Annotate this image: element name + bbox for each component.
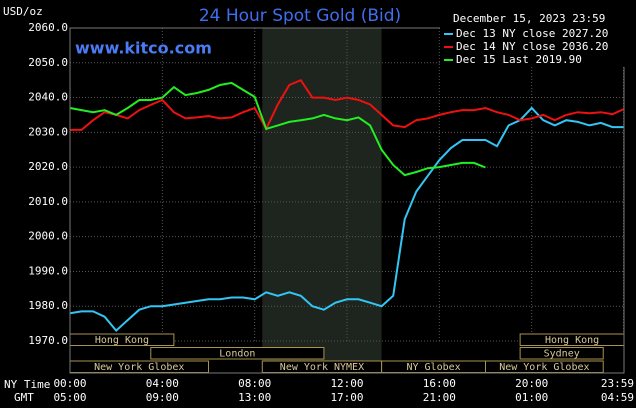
- x-tick-label: 12:00: [330, 377, 363, 390]
- x-tick-label: 20:00: [515, 377, 548, 390]
- market-label: New York Globex: [499, 362, 589, 373]
- x2-tick-label: 04:59: [601, 391, 634, 404]
- market-label: London: [219, 349, 255, 360]
- x-axis-label: NY Time: [4, 378, 50, 391]
- y-tick-label: 1980.0: [28, 299, 68, 312]
- price-line: [69, 106, 624, 333]
- x2-tick-label: 05:00: [53, 391, 86, 404]
- market-label: Hong Kong: [545, 335, 599, 346]
- chart-title: 24 Hour Spot Gold (Bid): [199, 6, 401, 26]
- y-tick-label: 1990.0: [28, 264, 68, 277]
- x2-tick-label: 09:00: [146, 391, 179, 404]
- plot-frame: [69, 27, 625, 374]
- x-tick-label: 04:00: [146, 377, 179, 390]
- subtitle: www.kitco.com: [75, 39, 212, 58]
- x-tick-label: 16:00: [423, 377, 456, 390]
- y-tick-label: 2010.0: [28, 195, 68, 208]
- market-label: NY Globex: [406, 362, 460, 373]
- y-tick-label: 2060.0: [28, 21, 68, 34]
- timestamp: December 15, 2023 23:59: [453, 12, 605, 25]
- market-label: New York NYMEX: [280, 362, 364, 373]
- x2-tick-label: 21:00: [423, 391, 456, 404]
- market-label: Sydney: [544, 349, 580, 360]
- legend-label: Dec 13 NY close 2027.20: [456, 27, 608, 40]
- x2-tick-label: 01:00: [515, 391, 548, 404]
- x-tick-label: 08:00: [238, 377, 271, 390]
- x2-tick-label: 13:00: [238, 391, 271, 404]
- market-bar: [150, 347, 325, 360]
- market-label: Hong Kong: [95, 335, 149, 346]
- y-tick-label: 2040.0: [28, 91, 68, 104]
- price-line: [70, 78, 625, 132]
- y-tick-label: 2020.0: [28, 160, 68, 173]
- legend-label: Dec 15 Last 2019.90: [456, 53, 582, 66]
- y-tick-label: 2050.0: [28, 56, 68, 69]
- x2-tick-label: 17:00: [330, 391, 363, 404]
- y-axis-label: USD/oz: [3, 5, 43, 18]
- legend-box: [440, 27, 632, 67]
- shaded-session: [262, 28, 382, 373]
- y-tick-label: 2000.0: [28, 230, 68, 243]
- market-bar: [519, 347, 604, 360]
- price-line: [69, 81, 486, 177]
- y-tick-label: 1970.0: [28, 334, 68, 347]
- x-tick-label: 23:59: [601, 377, 634, 390]
- legend-label: Dec 14 NY close 2036.20: [456, 40, 608, 53]
- y-tick-label: 2030.0: [28, 125, 68, 138]
- x2-axis-label: GMT: [14, 391, 34, 404]
- market-label: New York Globex: [94, 362, 184, 373]
- x-tick-label: 00:00: [53, 377, 86, 390]
